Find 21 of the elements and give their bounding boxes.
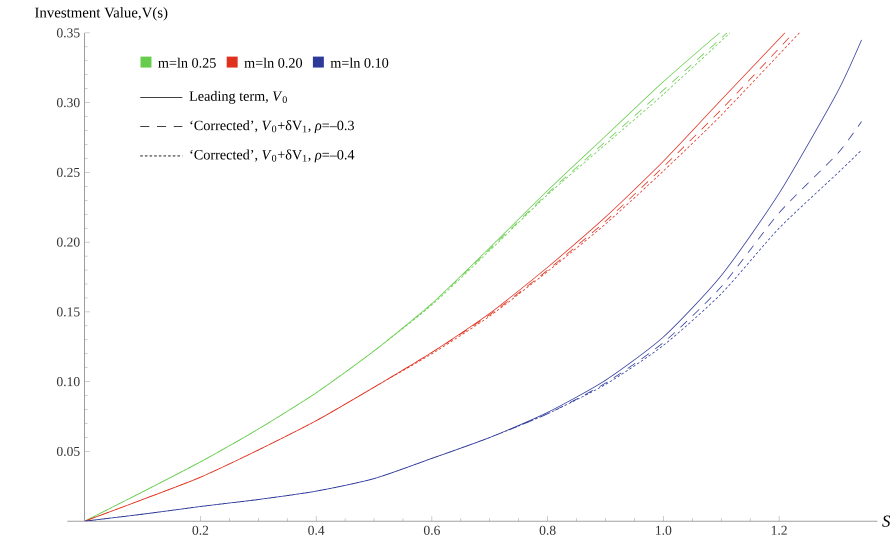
x-axis-title: S — [882, 516, 890, 527]
x-tick-label: 1.2 — [772, 526, 787, 536]
y-tick-label: 0.05 — [56, 446, 80, 456]
y-tick-label: 0.35 — [56, 28, 80, 38]
x-tick-label: 1.0 — [656, 526, 672, 536]
annotation: ‘Corrected’, V$_{0}$+δV$_{1}$, ρ=–0.4 — [190, 150, 354, 163]
y-tick-label: 0.10 — [56, 377, 80, 386]
x-tick-label: 0.4 — [308, 526, 324, 536]
y-tick-label: 0.20 — [56, 238, 80, 247]
legend-label: m=ln 0.25 — [158, 58, 216, 68]
y-tick-label: 0.25 — [56, 168, 80, 178]
annotation: ‘Corrected’, V$_{0}$+δV$_{1}$, ρ=–0.3 — [190, 120, 354, 134]
x-tick-label: 0.6 — [424, 526, 440, 536]
legend-label: m=ln 0.20 — [244, 58, 302, 68]
y-tick-label: 0.15 — [56, 307, 80, 317]
y-tick-label: 0.30 — [56, 98, 80, 108]
x-tick-label: 0.2 — [192, 526, 208, 536]
x-tick-label: 0.8 — [540, 526, 556, 536]
annotation: Leading term, V$_{0}$ — [190, 91, 287, 104]
legend-label: m=ln 0.10 — [330, 58, 388, 68]
y-axis-title: Investment Value,V(s) — [35, 7, 168, 21]
